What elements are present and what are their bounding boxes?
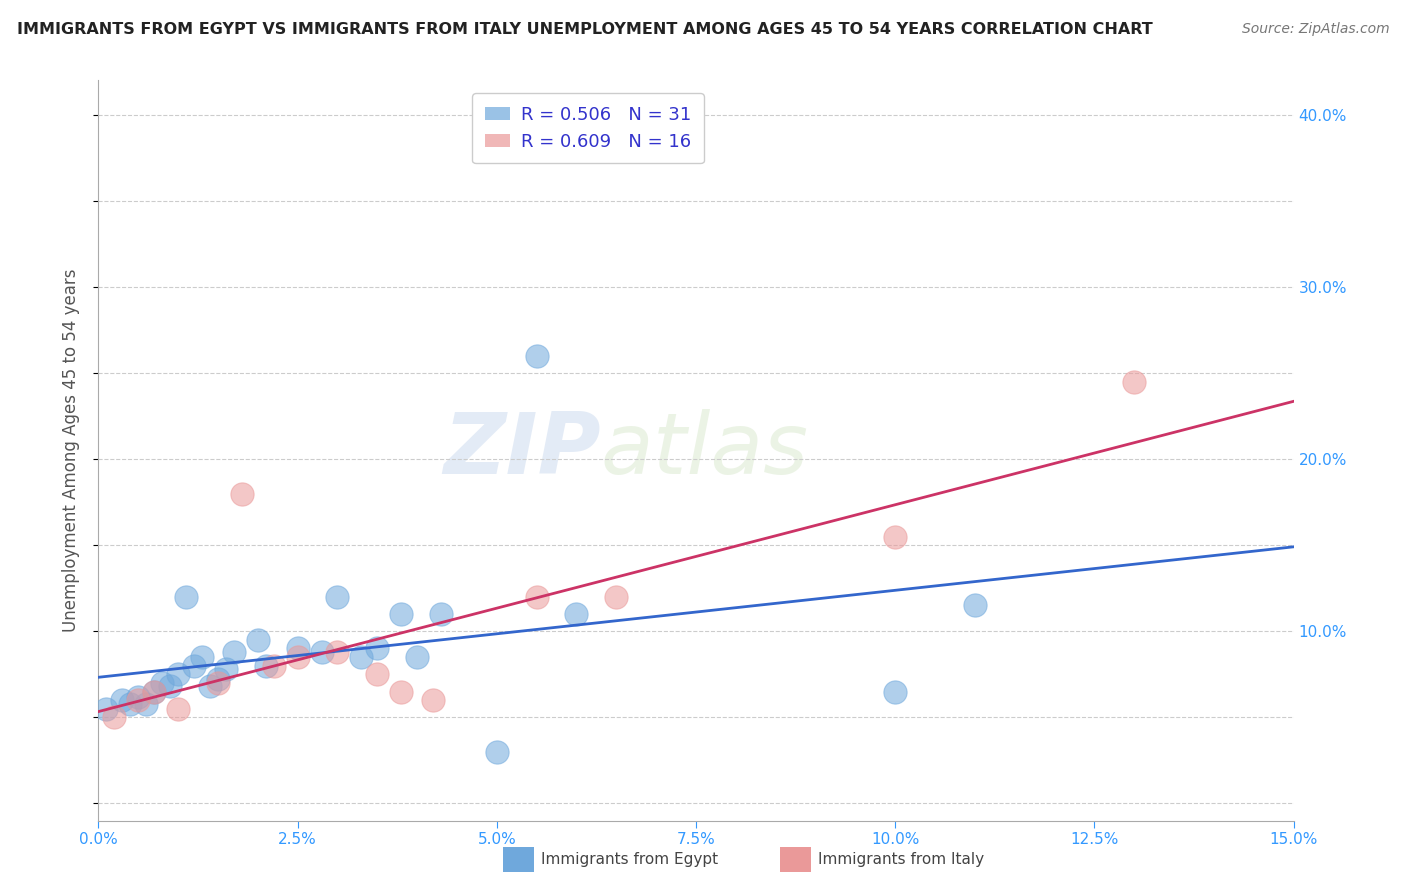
Point xyxy=(231,486,253,500)
Text: Source: ZipAtlas.com: Source: ZipAtlas.com xyxy=(1241,22,1389,37)
Point xyxy=(389,607,412,621)
Point xyxy=(174,590,197,604)
Text: atlas: atlas xyxy=(600,409,808,492)
Point xyxy=(159,679,181,693)
Text: IMMIGRANTS FROM EGYPT VS IMMIGRANTS FROM ITALY UNEMPLOYMENT AMONG AGES 45 TO 54 : IMMIGRANTS FROM EGYPT VS IMMIGRANTS FROM… xyxy=(17,22,1153,37)
Point xyxy=(167,667,190,681)
Point xyxy=(127,690,149,704)
Point xyxy=(526,349,548,363)
Point xyxy=(150,676,173,690)
Point xyxy=(96,702,118,716)
Point xyxy=(605,590,627,604)
Point xyxy=(143,684,166,698)
Point xyxy=(263,658,285,673)
Text: ZIP: ZIP xyxy=(443,409,600,492)
Point xyxy=(287,650,309,665)
Point xyxy=(326,590,349,604)
Point xyxy=(135,697,157,711)
Y-axis label: Unemployment Among Ages 45 to 54 years: Unemployment Among Ages 45 to 54 years xyxy=(62,268,80,632)
Point xyxy=(246,632,269,647)
Point xyxy=(366,667,388,681)
Point xyxy=(311,645,333,659)
Point xyxy=(120,697,142,711)
Point xyxy=(287,641,309,656)
Point xyxy=(326,645,349,659)
Point xyxy=(430,607,453,621)
Point xyxy=(215,662,238,676)
Point xyxy=(183,658,205,673)
Point xyxy=(191,650,214,665)
Text: Immigrants from Italy: Immigrants from Italy xyxy=(818,853,984,867)
Point xyxy=(103,710,125,724)
Legend: R = 0.506   N = 31, R = 0.609   N = 16: R = 0.506 N = 31, R = 0.609 N = 16 xyxy=(472,93,703,163)
Point xyxy=(167,702,190,716)
Point xyxy=(485,745,508,759)
Point xyxy=(254,658,277,673)
Point xyxy=(884,684,907,698)
Point xyxy=(963,599,986,613)
Point xyxy=(111,693,134,707)
Point xyxy=(350,650,373,665)
Point xyxy=(207,673,229,687)
Point xyxy=(406,650,429,665)
Point xyxy=(366,641,388,656)
Point xyxy=(565,607,588,621)
Text: Immigrants from Egypt: Immigrants from Egypt xyxy=(541,853,718,867)
Point xyxy=(198,679,221,693)
Point xyxy=(422,693,444,707)
Point xyxy=(207,676,229,690)
Point xyxy=(222,645,245,659)
Point xyxy=(389,684,412,698)
Point xyxy=(143,684,166,698)
Point xyxy=(526,590,548,604)
Point xyxy=(884,530,907,544)
Point xyxy=(1123,375,1146,389)
Point xyxy=(127,693,149,707)
